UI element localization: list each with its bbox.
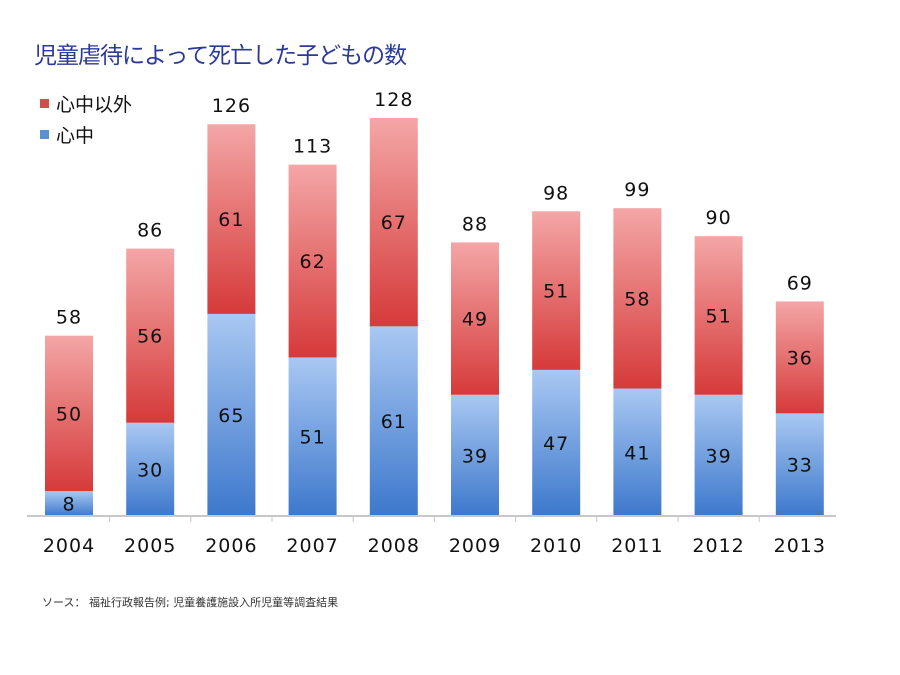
bar-shinju-2005 [126,422,175,516]
x-tick-2005: 2005 [124,535,176,557]
label-shinju-2005: 30 [137,459,163,481]
bar-shinju-2004 [45,491,93,516]
source-note: ソース： 福祉行政報告例; 児童養護施設入所児童等調査結果 [42,596,339,609]
label-shinju-2008: 61 [381,411,407,433]
label-total-2009: 88 [462,213,488,235]
label-total-2006: 126 [212,95,251,117]
label-total-2005: 86 [137,220,163,242]
label-shinju-2007: 51 [300,427,326,449]
label-other-2005: 56 [137,326,163,348]
legend-label-shinju: 心中 [56,125,94,147]
label-shinju-2009: 39 [462,445,488,467]
legend: 心中以外 心中 [40,94,132,147]
bar-shinju-2011 [613,388,662,516]
bar-shinju-2008 [369,326,418,516]
label-other-2007: 62 [300,251,326,273]
label-total-2004: 58 [56,307,82,329]
x-tick-2011: 2011 [611,535,663,557]
label-other-2008: 67 [381,212,407,234]
label-shinju-2012: 39 [706,445,732,467]
label-other-2010: 51 [543,281,569,303]
bar-other-2012 [694,236,743,395]
label-shinju-2006: 65 [218,405,244,427]
x-tick-2009: 2009 [449,535,501,557]
bar-other-2008 [369,118,418,327]
label-total-2012: 90 [706,207,732,229]
label-shinju-2004: 8 [62,494,75,516]
x-tick-2008: 2008 [368,535,420,557]
legend-swatch-shinju [40,130,49,139]
label-shinju-2010: 47 [543,433,569,455]
chart-title: 児童虐待によって死亡した子どもの数 [34,43,407,69]
x-tick-2012: 2012 [692,535,744,557]
label-total-2007: 113 [293,136,332,158]
label-total-2013: 69 [787,272,813,294]
bar-other-2013 [775,301,824,414]
label-other-2012: 51 [706,305,732,327]
label-total-2010: 98 [543,182,569,204]
bar-other-2009 [451,242,499,395]
label-other-2013: 36 [787,347,813,369]
legend-swatch-other [40,99,49,108]
bar-shinju-2010 [532,369,581,516]
bar-other-2005 [126,248,175,423]
bar-other-2007 [288,164,337,358]
x-tick-2013: 2013 [774,535,826,557]
bar-other-2010 [532,211,581,370]
x-tick-2004: 2004 [43,535,95,557]
label-other-2009: 49 [462,309,488,331]
bar-shinju-2012 [694,394,743,516]
label-shinju-2013: 33 [787,455,813,477]
legend-label-other: 心中以外 [56,94,132,116]
bar-other-2004 [45,335,93,492]
bar-shinju-2006 [207,313,256,516]
bar-other-2011 [613,208,662,389]
x-tick-2010: 2010 [530,535,582,557]
label-other-2004: 50 [56,403,82,425]
bar-shinju-2013 [775,413,824,516]
bar-shinju-2007 [288,357,337,516]
bar-other-2006 [207,124,256,314]
x-tick-2006: 2006 [205,535,257,557]
label-shinju-2011: 41 [624,442,650,464]
x-tick-2007: 2007 [286,535,338,557]
label-other-2006: 61 [218,209,244,231]
label-total-2011: 99 [624,179,650,201]
bar-shinju-2009 [451,394,499,516]
label-other-2011: 58 [624,288,650,310]
label-total-2008: 128 [374,89,413,111]
